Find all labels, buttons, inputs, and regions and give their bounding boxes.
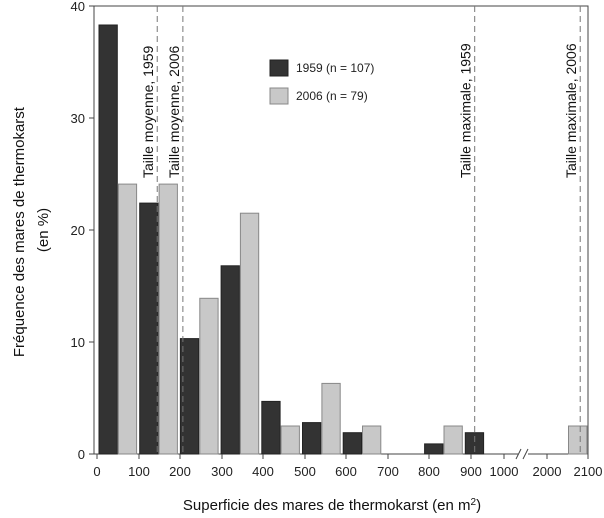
bar-group [98, 24, 588, 455]
bar-1959-900-1000 [464, 432, 485, 455]
x-tick-label: 1000 [490, 464, 519, 479]
bar-1959-100-200 [139, 202, 159, 455]
bar-1959-0-100 [98, 24, 118, 455]
y-tick-label: 40 [71, 0, 85, 14]
bar-2006-200-300 [199, 297, 219, 455]
x-tick-label: 800 [418, 464, 440, 479]
x-tick-label: 0 [93, 464, 100, 479]
y-tick-label: 10 [71, 335, 85, 350]
bar-2006-500-600 [321, 382, 341, 455]
y-tick-label: 20 [71, 223, 85, 238]
bar-2006-0-100 [117, 183, 138, 455]
bar-1959-400-500 [261, 400, 281, 455]
bar-2006-600-700 [362, 425, 382, 455]
reference-line-label: Taille maximale, 2006 [563, 43, 579, 178]
bar-2006-2000-2100 [568, 425, 588, 455]
bar-1959-200-300 [179, 338, 200, 455]
legend: 1959 (n = 107) 2006 (n = 79) [269, 59, 374, 105]
y-tick-label: 30 [71, 111, 85, 126]
x-tick-label: 2000 [533, 464, 562, 479]
bar-1959-600-700 [342, 432, 363, 455]
x-tick-label: 500 [294, 464, 316, 479]
bar-2006-300-400 [239, 212, 260, 455]
legend-swatch [269, 59, 289, 77]
bar-2006-800-900 [443, 425, 463, 455]
reference-line-label: Taille moyenne, 2006 [166, 45, 182, 178]
y-axis-title: Fréquence des mares de thermokarst (en %… [11, 103, 52, 357]
legend-label: 1959 (n = 107) [296, 61, 374, 75]
axis-break-gap [518, 450, 528, 458]
x-tick-label: 300 [211, 464, 233, 479]
legend-swatch [269, 87, 289, 105]
x-tick-label: 700 [377, 464, 399, 479]
x-tick-label: 600 [335, 464, 357, 479]
bar-1959-300-400 [220, 265, 240, 455]
x-tick-label: 400 [252, 464, 274, 479]
reference-line-label: Taille moyenne, 1959 [140, 45, 156, 178]
x-tick-label: 2100 [574, 464, 603, 479]
legend-label: 2006 (n = 79) [296, 89, 368, 103]
bar-2006-400-500 [280, 425, 300, 455]
axis-break-mark [522, 448, 529, 460]
y-tick-label: 0 [78, 447, 85, 462]
bar-2006-100-200 [158, 183, 178, 455]
x-tick-label: 900 [460, 464, 482, 479]
x-tick-label: 200 [169, 464, 191, 479]
reference-lines: Taille moyenne, 1959 Taille moyenne, 2006… [140, 6, 581, 454]
reference-line-label: Taille maximale, 1959 [458, 43, 474, 178]
bar-1959-500-600 [302, 422, 322, 455]
axis-break-mark [515, 448, 522, 460]
x-tick-label: 100 [128, 464, 150, 479]
bar-1959-800-900 [424, 443, 444, 455]
x-axis-title: Superficie des mares de thermokarst (en … [183, 497, 481, 515]
